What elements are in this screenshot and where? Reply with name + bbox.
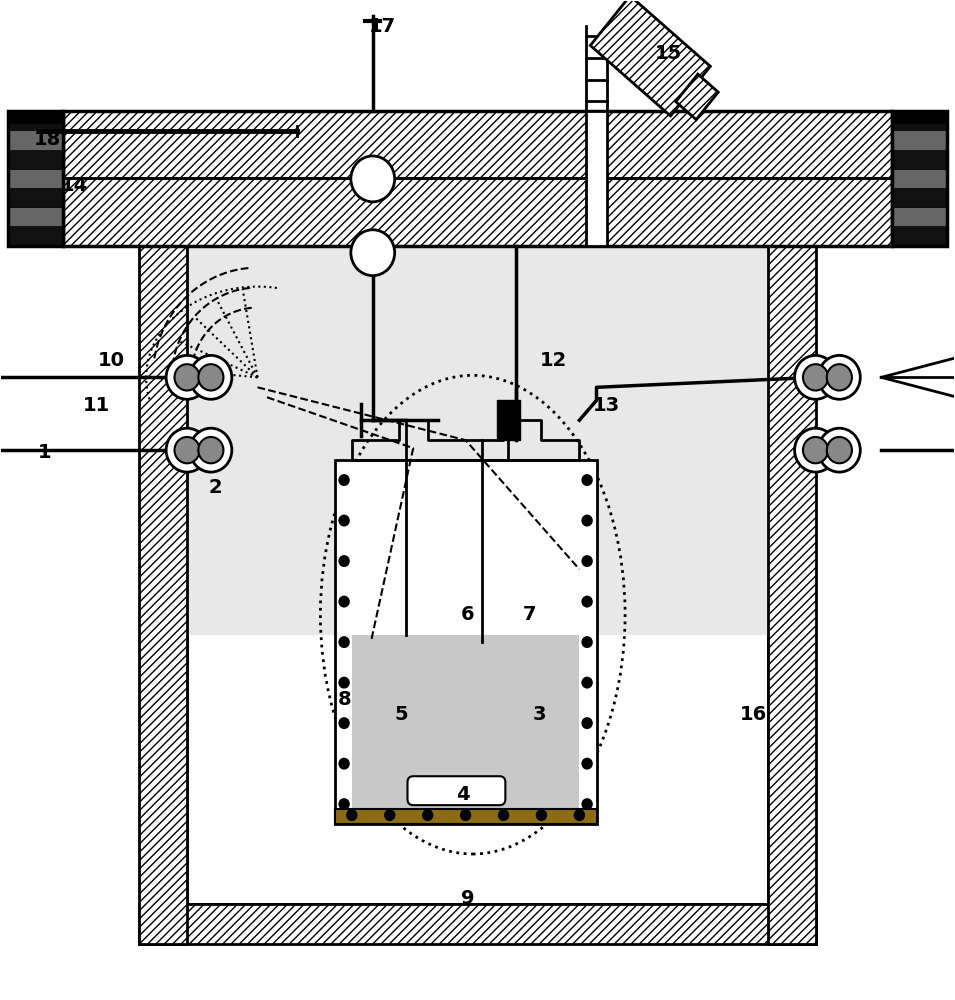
Bar [768, 216, 816, 246]
Text: 10: 10 [97, 351, 124, 370]
Bar [187, 216, 768, 904]
Circle shape [827, 437, 852, 463]
Circle shape [338, 515, 350, 527]
Bar [768, 216, 816, 944]
Bar [63, 111, 892, 178]
Text: 14: 14 [61, 176, 88, 195]
Circle shape [346, 809, 357, 821]
Bar [8, 111, 63, 246]
Circle shape [818, 428, 860, 472]
Circle shape [582, 474, 593, 486]
Text: 8: 8 [337, 690, 351, 709]
Circle shape [582, 555, 593, 567]
Text: 16: 16 [740, 705, 767, 724]
Circle shape [338, 758, 350, 770]
Text: 18: 18 [33, 130, 61, 149]
Text: 17: 17 [369, 17, 395, 36]
Circle shape [166, 428, 208, 472]
Bar [586, 111, 607, 246]
Text: 3: 3 [533, 705, 546, 724]
Circle shape [582, 758, 593, 770]
Circle shape [460, 809, 472, 821]
Bar [892, 226, 947, 246]
Text: 6: 6 [461, 605, 475, 624]
Circle shape [582, 636, 593, 648]
Circle shape [166, 355, 208, 399]
Circle shape [795, 355, 837, 399]
Circle shape [795, 428, 837, 472]
Bar [8, 130, 63, 150]
Bar [892, 111, 947, 246]
Text: 4: 4 [456, 785, 470, 804]
Text: 5: 5 [394, 705, 408, 724]
Circle shape [582, 798, 593, 810]
Bar [497, 400, 520, 440]
Circle shape [350, 156, 394, 202]
Circle shape [175, 437, 200, 463]
Bar [892, 111, 947, 130]
Bar [8, 226, 63, 246]
Circle shape [350, 230, 394, 276]
Text: 11: 11 [83, 396, 110, 415]
Circle shape [190, 428, 232, 472]
Circle shape [827, 364, 852, 391]
Circle shape [803, 364, 828, 391]
Bar [892, 169, 947, 188]
Circle shape [574, 809, 585, 821]
Bar [892, 188, 947, 207]
Circle shape [338, 636, 350, 648]
Text: 9: 9 [461, 889, 475, 908]
Circle shape [582, 677, 593, 689]
Bar [139, 216, 187, 246]
Circle shape [803, 437, 828, 463]
Bar [187, 216, 768, 635]
Circle shape [818, 355, 860, 399]
Circle shape [175, 364, 200, 391]
Circle shape [582, 515, 593, 527]
Bar [8, 169, 63, 188]
Circle shape [338, 555, 350, 567]
Bar [63, 178, 892, 246]
Bar [8, 207, 63, 226]
Circle shape [199, 364, 223, 391]
FancyBboxPatch shape [408, 776, 505, 805]
Circle shape [338, 474, 350, 486]
Circle shape [338, 677, 350, 689]
Circle shape [582, 717, 593, 729]
Bar [8, 188, 63, 207]
Bar [892, 207, 947, 226]
Circle shape [199, 437, 223, 463]
Circle shape [384, 809, 395, 821]
Text: 15: 15 [654, 44, 682, 63]
Bar [590, 0, 711, 116]
Bar [8, 111, 63, 130]
Bar [892, 111, 947, 123]
Text: 7: 7 [523, 605, 537, 624]
Bar [676, 74, 718, 120]
Text: 12: 12 [541, 351, 567, 370]
Text: 1: 1 [37, 443, 51, 462]
Bar [8, 111, 63, 123]
Bar [8, 150, 63, 169]
Bar [334, 809, 597, 824]
Circle shape [338, 596, 350, 608]
Bar [139, 904, 816, 944]
Circle shape [536, 809, 547, 821]
Bar [892, 150, 947, 169]
Circle shape [338, 798, 350, 810]
Circle shape [498, 809, 509, 821]
Bar [139, 216, 187, 944]
Bar [63, 111, 892, 246]
Circle shape [582, 596, 593, 608]
Circle shape [190, 355, 232, 399]
Circle shape [422, 809, 434, 821]
Text: 2: 2 [209, 478, 223, 497]
Bar [351, 635, 580, 809]
Circle shape [338, 717, 350, 729]
Bar [334, 460, 597, 824]
Text: 13: 13 [592, 396, 620, 415]
Bar [892, 130, 947, 150]
